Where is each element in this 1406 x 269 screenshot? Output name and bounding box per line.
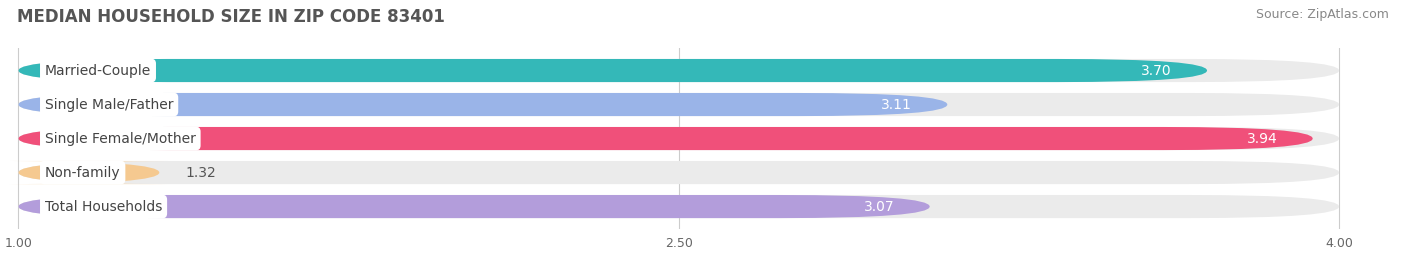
Text: Single Female/Mother: Single Female/Mother [45, 132, 195, 146]
Text: Total Households: Total Households [45, 200, 162, 214]
FancyBboxPatch shape [18, 93, 948, 116]
Text: 3.11: 3.11 [882, 98, 912, 112]
Text: MEDIAN HOUSEHOLD SIZE IN ZIP CODE 83401: MEDIAN HOUSEHOLD SIZE IN ZIP CODE 83401 [17, 8, 444, 26]
FancyBboxPatch shape [18, 161, 1339, 184]
FancyBboxPatch shape [10, 161, 169, 184]
Text: 3.07: 3.07 [863, 200, 894, 214]
Text: Married-Couple: Married-Couple [45, 63, 150, 77]
Text: Source: ZipAtlas.com: Source: ZipAtlas.com [1256, 8, 1389, 21]
Text: 1.32: 1.32 [186, 165, 217, 179]
FancyBboxPatch shape [18, 59, 1339, 82]
FancyBboxPatch shape [18, 195, 1339, 218]
Text: 3.94: 3.94 [1247, 132, 1278, 146]
FancyBboxPatch shape [18, 127, 1313, 150]
FancyBboxPatch shape [18, 195, 929, 218]
Text: 3.70: 3.70 [1142, 63, 1171, 77]
Text: Non-family: Non-family [45, 165, 121, 179]
FancyBboxPatch shape [18, 127, 1339, 150]
Text: Single Male/Father: Single Male/Father [45, 98, 173, 112]
FancyBboxPatch shape [18, 59, 1206, 82]
FancyBboxPatch shape [18, 93, 1339, 116]
